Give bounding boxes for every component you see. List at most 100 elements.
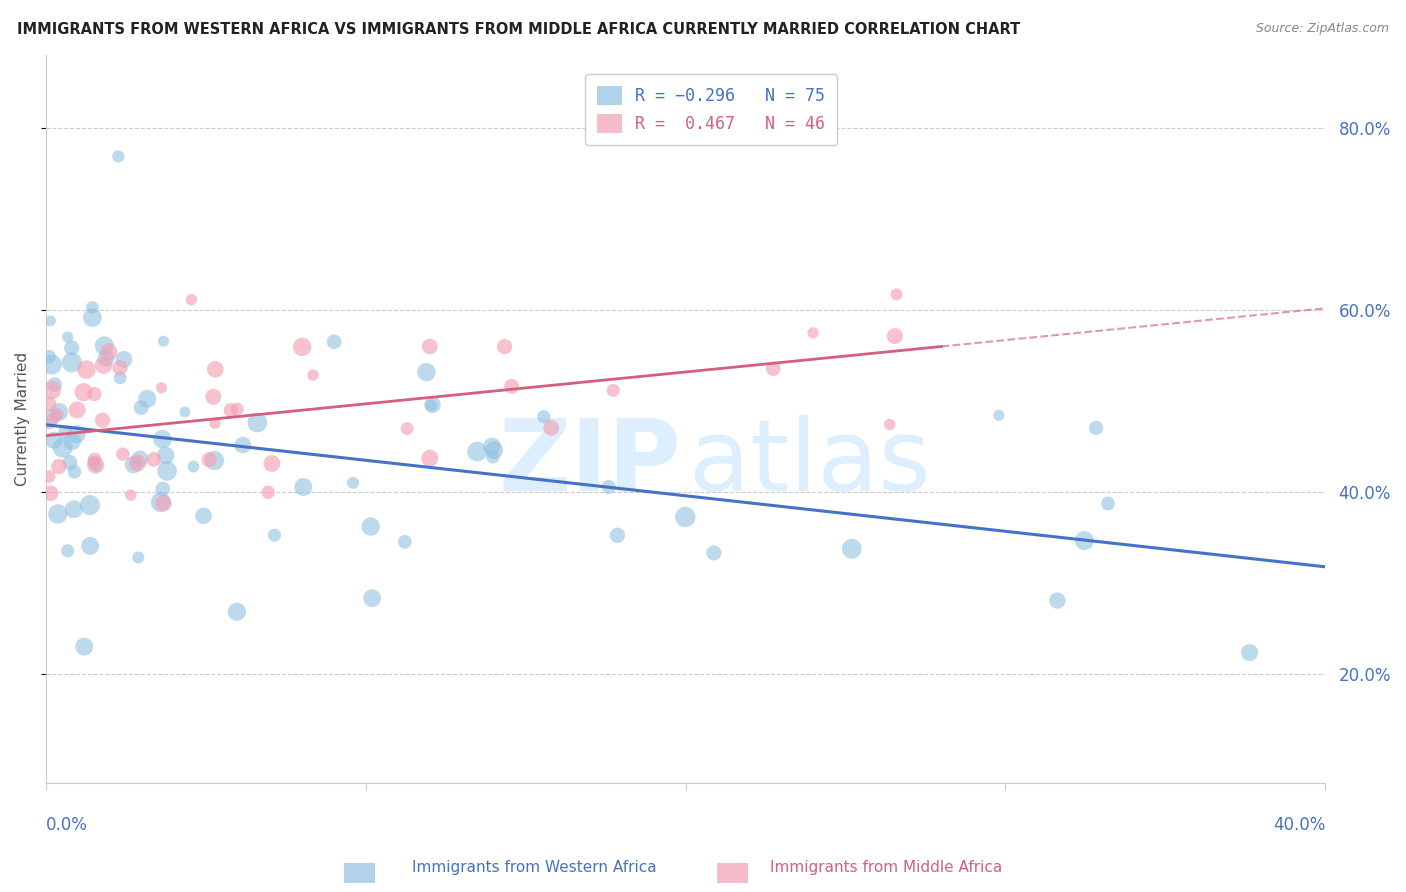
- Point: [122, 458, 145, 472]
- Point: [120, 488, 142, 502]
- Point: [841, 541, 863, 556]
- Point: [127, 550, 149, 565]
- Point: [465, 444, 488, 458]
- Point: [65, 427, 87, 442]
- Point: [703, 546, 725, 560]
- Point: [41, 383, 63, 397]
- Point: [150, 381, 173, 395]
- Point: [53, 425, 76, 439]
- Point: [152, 482, 174, 496]
- Point: [396, 421, 419, 435]
- Text: Source: ZipAtlas.com: Source: ZipAtlas.com: [1256, 22, 1389, 36]
- Point: [198, 452, 221, 467]
- Point: [128, 451, 150, 466]
- Point: [292, 480, 315, 494]
- Point: [127, 456, 149, 470]
- Text: atlas: atlas: [689, 415, 931, 511]
- Point: [342, 475, 364, 490]
- Point: [38, 469, 60, 483]
- Point: [142, 452, 165, 467]
- Point: [94, 351, 117, 366]
- Point: [39, 486, 62, 500]
- Point: [107, 149, 129, 163]
- Point: [44, 377, 66, 392]
- Point: [1073, 533, 1095, 548]
- Point: [494, 340, 516, 354]
- Point: [149, 495, 172, 509]
- Point: [263, 528, 285, 542]
- Point: [60, 434, 83, 449]
- Point: [41, 410, 63, 425]
- Point: [204, 362, 226, 376]
- Point: [83, 455, 105, 469]
- Point: [60, 355, 83, 369]
- Point: [136, 392, 159, 406]
- Point: [501, 379, 523, 393]
- Text: Immigrants from Middle Africa: Immigrants from Middle Africa: [769, 861, 1002, 875]
- Point: [108, 371, 131, 385]
- Point: [360, 519, 382, 533]
- Point: [1046, 593, 1069, 607]
- Point: [987, 409, 1010, 423]
- Point: [86, 458, 108, 473]
- Point: [59, 455, 82, 469]
- Point: [225, 605, 247, 619]
- Point: [63, 502, 86, 516]
- Point: [91, 413, 114, 427]
- Point: [152, 496, 174, 510]
- Point: [540, 421, 562, 435]
- Point: [82, 310, 104, 325]
- Point: [193, 508, 215, 523]
- Point: [219, 403, 242, 417]
- Point: [202, 390, 225, 404]
- Point: [481, 440, 503, 454]
- Point: [673, 510, 696, 524]
- Point: [156, 464, 179, 478]
- Point: [420, 399, 443, 413]
- Point: [38, 415, 60, 429]
- Point: [60, 341, 83, 355]
- Point: [1085, 421, 1108, 435]
- Point: [415, 365, 437, 379]
- Point: [38, 397, 60, 411]
- Point: [152, 432, 174, 446]
- Point: [482, 443, 505, 458]
- Point: [56, 543, 79, 558]
- Point: [93, 339, 115, 353]
- Point: [52, 441, 75, 455]
- Point: [879, 417, 901, 432]
- Point: [39, 314, 62, 328]
- Point: [204, 453, 226, 467]
- Point: [606, 528, 628, 542]
- Point: [422, 398, 444, 412]
- Point: [180, 293, 202, 307]
- Point: [232, 438, 254, 452]
- Point: [1239, 646, 1261, 660]
- Point: [155, 449, 177, 463]
- Point: [602, 384, 624, 398]
- Point: [1097, 496, 1119, 510]
- Text: 40.0%: 40.0%: [1272, 816, 1326, 834]
- Point: [66, 403, 89, 417]
- Point: [482, 450, 505, 464]
- Point: [48, 459, 70, 474]
- Point: [204, 416, 226, 430]
- Point: [801, 326, 824, 340]
- Point: [56, 330, 79, 344]
- Point: [79, 498, 101, 512]
- Point: [63, 465, 86, 479]
- Point: [183, 459, 205, 474]
- Y-axis label: Currently Married: Currently Married: [15, 352, 30, 486]
- Legend: R = −0.296   N = 75, R =  0.467   N = 46: R = −0.296 N = 75, R = 0.467 N = 46: [585, 74, 837, 145]
- Point: [598, 480, 620, 494]
- Point: [93, 358, 115, 372]
- Point: [886, 287, 908, 301]
- Point: [79, 539, 101, 553]
- Point: [112, 352, 135, 367]
- Point: [83, 387, 105, 401]
- Point: [42, 433, 65, 447]
- Point: [246, 416, 269, 430]
- Point: [41, 358, 63, 372]
- Point: [419, 451, 441, 466]
- Point: [108, 360, 131, 375]
